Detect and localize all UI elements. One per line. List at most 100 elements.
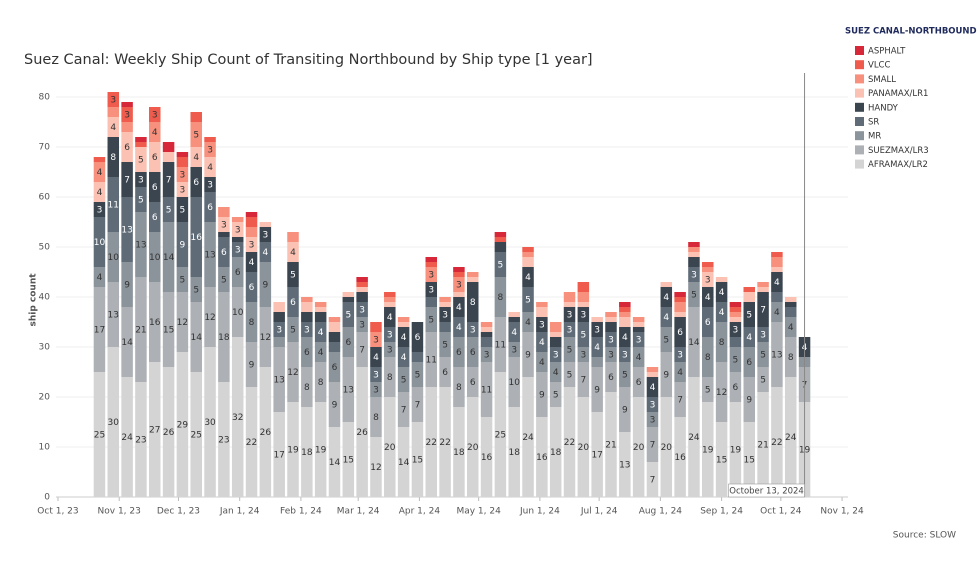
bar-segment	[370, 332, 382, 347]
data-label: 25	[94, 431, 105, 441]
bar-segment	[549, 347, 562, 362]
bar-segment	[397, 327, 410, 347]
data-label: 29	[177, 421, 189, 431]
data-label: 6	[124, 143, 130, 153]
bar-segment	[522, 252, 534, 257]
bar-segment	[646, 427, 659, 462]
bar-segment	[784, 302, 797, 307]
data-label: 9	[622, 406, 628, 416]
bar-segment	[563, 387, 576, 497]
bar-segment	[771, 387, 783, 497]
data-label: 13	[343, 386, 354, 396]
bar-segment	[149, 362, 161, 497]
bar-segment	[342, 422, 355, 497]
bar-segment	[577, 292, 590, 302]
data-label: 15	[716, 456, 727, 466]
bar-segment	[301, 322, 313, 337]
bar-segment	[549, 362, 562, 382]
data-label: 3	[580, 351, 586, 361]
bar-segment	[245, 272, 258, 302]
bar-segment	[508, 407, 520, 497]
bar-segment	[204, 177, 216, 192]
data-label: 3	[249, 241, 255, 251]
y-tick-label: 10	[39, 443, 51, 453]
data-label: 4	[677, 368, 683, 378]
legend-swatch	[855, 60, 864, 70]
data-label: 3	[221, 221, 227, 231]
bar-segment	[301, 337, 313, 367]
bar-segment	[107, 137, 120, 177]
bar-segment	[356, 332, 368, 367]
bar-segment	[93, 372, 106, 497]
data-label: 7	[650, 476, 656, 486]
legend-label: SR	[868, 118, 879, 128]
data-label: 18	[550, 448, 562, 458]
bar-segment	[121, 197, 133, 262]
legend-label: HANDY	[868, 103, 899, 113]
data-label: 18	[218, 333, 230, 343]
data-label: 32	[232, 413, 243, 423]
bar-segment	[384, 302, 396, 307]
data-label: 24	[522, 433, 534, 443]
bar-segment	[397, 347, 410, 367]
bar-segment	[466, 277, 479, 282]
data-label: 3	[650, 401, 656, 411]
data-label: 3	[594, 326, 600, 336]
bar-segment	[494, 242, 507, 252]
bar-segment	[162, 222, 175, 292]
bar-segment	[494, 372, 507, 497]
bar-segment	[757, 327, 769, 342]
bar-segment	[356, 287, 368, 292]
data-label: 9	[249, 361, 255, 371]
bar-segment	[619, 312, 631, 317]
bar-segment	[688, 242, 700, 247]
bar-segment	[384, 307, 396, 327]
bar-segment	[549, 382, 562, 407]
data-label: 5	[705, 386, 711, 396]
data-label: 9	[262, 281, 268, 291]
data-label: 30	[204, 418, 216, 428]
data-label: 4	[539, 338, 545, 348]
bar-segment	[190, 147, 202, 167]
data-label: 14	[329, 458, 341, 468]
bar-segment	[135, 172, 147, 187]
bar-segment	[757, 392, 769, 497]
bar-segment	[508, 317, 520, 322]
bar-segment	[245, 217, 258, 227]
data-label: 5	[345, 311, 351, 321]
bar-segment	[107, 92, 120, 107]
bar-segment	[342, 297, 355, 302]
bar-segment	[771, 257, 783, 267]
data-label: 21	[135, 326, 146, 336]
data-label: 6	[456, 348, 462, 358]
bar-segment	[453, 277, 465, 292]
bar-segment	[619, 317, 631, 327]
bar-segment	[259, 227, 272, 242]
data-label: 4	[774, 308, 780, 318]
data-label: 8	[318, 378, 324, 388]
bar-segment	[646, 372, 659, 377]
data-label: 8	[249, 318, 255, 328]
bar-segment	[370, 397, 382, 437]
data-label: 4	[525, 273, 531, 283]
bar-segment	[522, 312, 534, 332]
bar-segment	[259, 262, 272, 307]
bar-segment	[218, 292, 230, 382]
bar-segment	[245, 237, 258, 252]
data-label: 26	[163, 428, 175, 438]
data-label: 25	[191, 431, 202, 441]
bar-segment	[190, 167, 202, 197]
bar-segment	[591, 357, 603, 367]
bar-segment	[702, 272, 714, 287]
bar-segment	[632, 317, 645, 322]
data-label: 3	[207, 181, 213, 191]
bar-segment	[480, 347, 493, 362]
data-label: 26	[260, 428, 272, 438]
data-label: 4	[110, 123, 116, 133]
bar-segment	[466, 322, 479, 337]
data-label: 6	[442, 368, 448, 378]
data-label: 4	[290, 248, 296, 258]
bar-segment	[619, 362, 631, 387]
data-label: 3	[373, 386, 379, 396]
bar-segment	[466, 282, 479, 322]
